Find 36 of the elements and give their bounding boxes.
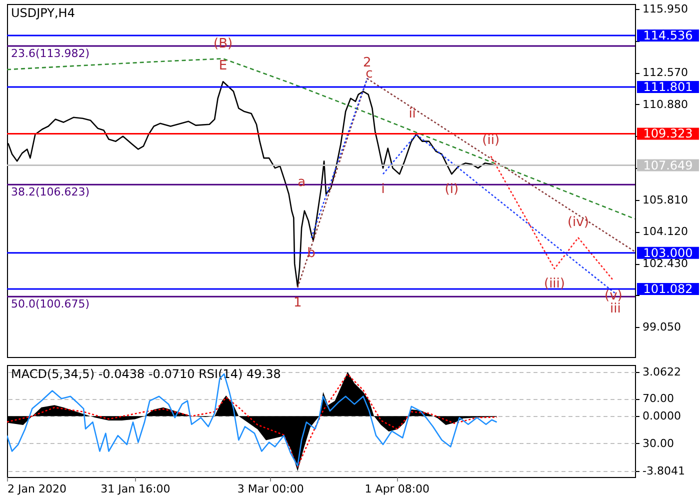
annotation: iii (610, 302, 621, 317)
ref-line-label: 38.2(106.623) (11, 186, 90, 199)
annotation: (iv) (567, 214, 589, 230)
ref-line-label: 101.082 (643, 282, 693, 296)
ref-line-label: 107.649 (643, 158, 693, 172)
y-tick-label: 0.0000 (642, 410, 681, 423)
y2-tick-label: 30.00 (642, 436, 674, 450)
y-tick-label: 104.120 (642, 225, 688, 238)
ref-line-label: 23.6(113.982) (11, 46, 90, 60)
ref-line-label: 50.0(100.675) (11, 298, 90, 311)
annotation: E (218, 58, 228, 74)
x-tick-label: 1 Apr 08:00 (364, 482, 430, 496)
y-tick-label: 99.050 (642, 320, 681, 334)
x-tick-label: 2 Jan 2020 (8, 482, 66, 496)
y-tick-label: -3.8041 (642, 464, 685, 478)
annotation: (ii) (482, 133, 500, 148)
y-tick-label: 105.810 (642, 193, 688, 206)
annotation: i (381, 182, 385, 198)
y-tick-label: 102.430 (642, 257, 688, 270)
x-tick-label: 31 Jan 16:00 (100, 482, 170, 496)
y-tick-label: 115.950 (642, 2, 688, 16)
y-tick-label: 110.880 (642, 98, 688, 111)
ref-line-label: 103.000 (643, 246, 693, 260)
ref-line-label: 111.801 (643, 80, 693, 94)
annotation: ii (408, 106, 416, 122)
chart-title: USDJPY,H4 (11, 6, 75, 20)
ref-line-label: 114.536 (643, 28, 693, 43)
y2-tick-label: 70.00 (642, 392, 674, 406)
y-tick-label: 3.0622 (642, 365, 681, 378)
x-tick-label: 3 Mar 00:00 (237, 482, 304, 496)
y-tick-label: 112.570 (642, 66, 688, 80)
annotation: (iii) (544, 276, 565, 292)
annotation: 1 (293, 295, 302, 310)
ref-line-label: 109.323 (643, 126, 693, 141)
chart-title: MACD(5,34,5) -0.0438 -0.0710 RSI(14) 49.38 (11, 367, 281, 381)
annotation: (i) (444, 182, 459, 198)
